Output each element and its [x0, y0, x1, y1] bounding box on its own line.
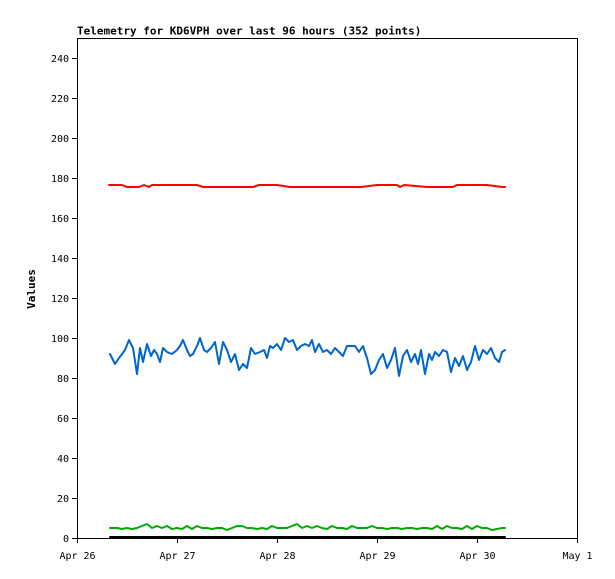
x-tick-label: Apr 29: [359, 551, 395, 562]
series-layer: [108, 184, 506, 538]
chart-title: Telemetry for KD6VPH over last 96 hours …: [77, 25, 421, 38]
series-line-1: [108, 184, 506, 188]
y-tick-label: 180: [51, 174, 69, 185]
x-tick-label: Apr 27: [159, 551, 195, 562]
y-tick-label: 220: [51, 94, 69, 105]
plot-area: [77, 38, 578, 539]
x-tick-label: Apr 28: [259, 551, 295, 562]
y-tick-label: 120: [51, 294, 69, 305]
y-tick-label: 160: [51, 214, 69, 225]
x-tick-label: Apr 30: [459, 551, 495, 562]
y-tick-label: 200: [51, 134, 69, 145]
y-tick-label: 240: [51, 54, 69, 65]
y-tick-label: 20: [57, 494, 69, 505]
y-tick-label: 0: [63, 534, 69, 545]
y-tick-label: 100: [51, 334, 69, 345]
y-tick-label: 40: [57, 454, 69, 465]
y-tick-label: 140: [51, 254, 69, 265]
series-line-2: [109, 337, 506, 377]
y-axis-label: Values: [25, 269, 38, 309]
x-tick-label: May 1: [562, 551, 592, 562]
y-tick-label: 80: [57, 374, 69, 385]
x-axis: Apr 26 Apr 27 Apr 28 Apr 29 Apr 30 May 1: [59, 538, 593, 562]
x-tick-label: Apr 26: [59, 551, 95, 562]
y-axis: 0 20 40 60 80 100 120 140 160 180 200 220 240: [51, 54, 77, 545]
plot-frame: [77, 38, 578, 539]
series-line-3: [109, 523, 506, 531]
y-tick-label: 60: [57, 414, 69, 425]
